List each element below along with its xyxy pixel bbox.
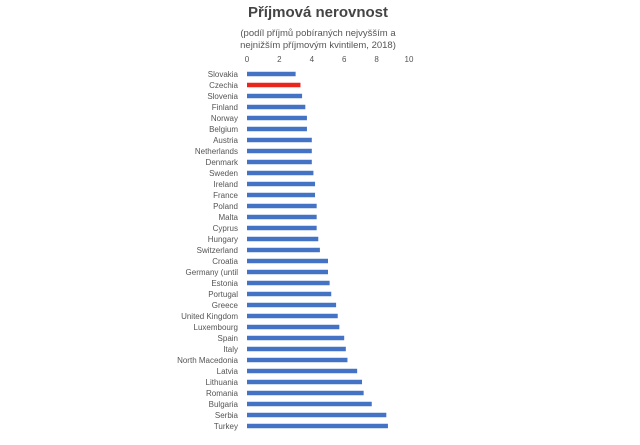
- bar: [247, 71, 296, 77]
- bar: [247, 225, 317, 231]
- category-label: United Kingdom: [181, 312, 238, 321]
- category-label: Greece: [212, 301, 239, 310]
- category-label: Bulgaria: [209, 400, 239, 409]
- bar: [247, 137, 312, 143]
- bar: [247, 335, 345, 341]
- category-label: Slovenia: [207, 92, 238, 101]
- x-tick-label: 4: [310, 55, 315, 64]
- bar: [247, 368, 358, 374]
- category-label: Romania: [206, 389, 239, 398]
- x-tick-label: 8: [374, 55, 379, 64]
- x-tick-label: 10: [405, 55, 414, 64]
- bar: [247, 357, 348, 363]
- bar: [247, 280, 330, 286]
- category-label: Hungary: [208, 235, 238, 244]
- category-label: Czechia: [209, 81, 238, 90]
- bar: [247, 93, 303, 99]
- category-label: Italy: [223, 345, 238, 354]
- category-label: Norway: [211, 114, 238, 123]
- chart-subtitle-line-1: (podíl příjmů pobíraných nejvyšším a: [240, 28, 396, 39]
- category-label: Estonia: [211, 279, 238, 288]
- category-label: Germany (until: [186, 268, 239, 277]
- bar: [247, 269, 328, 275]
- bar: [247, 313, 338, 319]
- category-label: Spain: [218, 334, 238, 343]
- x-tick-label: 2: [277, 55, 282, 64]
- bar: [247, 346, 346, 352]
- bar: [247, 181, 316, 187]
- category-label: Croatia: [212, 257, 238, 266]
- bar: [247, 379, 363, 385]
- category-label: Sweden: [209, 169, 238, 178]
- category-label: Cyprus: [213, 224, 238, 233]
- bar: [247, 115, 307, 121]
- category-label: Slovakia: [208, 70, 239, 79]
- bar: [247, 412, 387, 418]
- category-label: Lithuania: [206, 378, 239, 387]
- bar: [247, 390, 364, 396]
- bar: [247, 324, 340, 330]
- category-label: Ireland: [214, 180, 238, 189]
- bar: [247, 214, 317, 220]
- bar: [247, 423, 388, 429]
- category-labels: Slovakia Czechia Slovenia Finland Norway Belg…: [177, 70, 239, 431]
- chart-title: Příjmová nerovnost: [248, 4, 388, 21]
- bar: [247, 203, 317, 209]
- category-label: France: [213, 191, 238, 200]
- bar: [247, 291, 332, 297]
- bar: [247, 302, 337, 308]
- category-label: Malta: [218, 213, 238, 222]
- bar: [247, 82, 301, 88]
- category-label: Switzerland: [197, 246, 238, 255]
- category-label: Belgium: [209, 125, 238, 134]
- bar: [247, 170, 314, 176]
- chart-subtitle-line-2: nejnižším příjmovým kvintilem, 2018): [240, 40, 396, 51]
- bar: [247, 401, 372, 407]
- category-label: Serbia: [215, 411, 239, 420]
- bar: [247, 104, 306, 110]
- bar: [247, 159, 312, 165]
- category-label: North Macedonia: [177, 356, 238, 365]
- category-label: Latvia: [217, 367, 239, 376]
- bar: [247, 247, 320, 253]
- category-label: Netherlands: [195, 147, 238, 156]
- bar: [247, 258, 328, 264]
- category-label: Denmark: [206, 158, 239, 167]
- category-label: Poland: [213, 202, 238, 211]
- category-label: Turkey: [214, 422, 238, 431]
- x-axis-ticks: 0 2 4 6 8 10: [245, 55, 414, 64]
- bar: [247, 236, 319, 242]
- bars: [247, 71, 388, 429]
- x-tick-label: 6: [342, 55, 347, 64]
- category-label: Austria: [213, 136, 238, 145]
- bar: [247, 126, 307, 132]
- bar: [247, 148, 312, 154]
- x-tick-label: 0: [245, 55, 250, 64]
- category-label: Luxembourg: [194, 323, 238, 332]
- bar: [247, 192, 316, 198]
- category-label: Portugal: [208, 290, 238, 299]
- category-label: Finland: [212, 103, 238, 112]
